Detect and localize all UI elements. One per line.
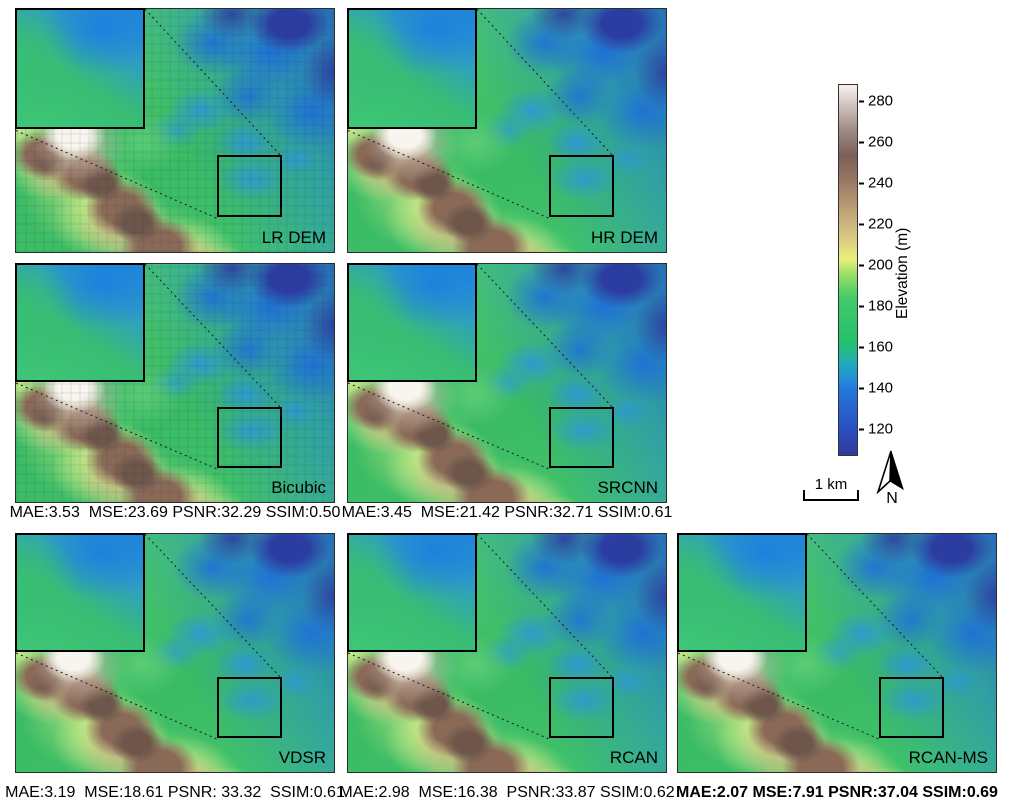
- roi-rectangle: [216, 155, 283, 218]
- colorbar-tick-label: 120: [868, 420, 894, 438]
- metrics-vdsr: MAE:3.19 MSE:18.61 PSNR: 33.32 SSIM:0.61: [5, 784, 345, 801]
- scale-bar-bracket: [803, 490, 859, 501]
- roi-rectangle: [548, 155, 615, 218]
- inset-connector-lines: [347, 263, 615, 470]
- inset-connector-lines: [347, 8, 615, 219]
- metrics-rcan-ms: MAE:2.07 MSE:7.91 PSNR:37.04 SSIM:0.69: [676, 784, 998, 801]
- panel-lr-dem: LR DEM: [15, 8, 335, 253]
- colorbar-tick: 200: [859, 257, 893, 274]
- scale-bar: 1 km: [799, 477, 863, 501]
- zoom-inset: [347, 533, 477, 652]
- colorbar-tick: 180: [859, 298, 893, 315]
- colorbar-tick: 160: [859, 339, 893, 356]
- north-arrow-icon: [876, 450, 904, 495]
- colorbar-tick: 280: [859, 93, 893, 110]
- north-arrow: N: [874, 450, 910, 507]
- panel-bicubic: Bicubic: [15, 263, 335, 503]
- panel-label: RCAN-MS: [908, 748, 988, 767]
- colorbar-tick-label: 220: [868, 215, 894, 233]
- roi-rectangle: [216, 677, 283, 739]
- colorbar-tick-label: 160: [868, 338, 894, 356]
- metrics-srcnn: MAE:3.45 MSE:21.42 PSNR:32.71 SSIM:0.61: [341, 504, 673, 521]
- zoom-inset: [347, 263, 477, 382]
- colorbar-tick-label: 260: [868, 133, 894, 151]
- metrics-bicubic: MAE:3.53 MSE:23.69 PSNR:32.29 SSIM:0.50: [9, 504, 341, 521]
- roi-rectangle: [548, 677, 615, 739]
- inset-connector-lines: [677, 533, 945, 740]
- zoom-inset: [15, 533, 145, 652]
- colorbar-tick: 140: [859, 380, 893, 397]
- colorbar-tick-label: 240: [868, 174, 894, 192]
- roi-rectangle: [216, 407, 283, 469]
- zoom-inset: [15, 263, 145, 382]
- zoom-inset: [347, 8, 477, 130]
- panel-label: VDSR: [278, 748, 326, 767]
- colorbar-axis-label: Elevation (m): [894, 227, 911, 320]
- roi-rectangle: [878, 677, 945, 739]
- panel-label: LR DEM: [261, 228, 326, 247]
- panel-srcnn: SRCNN: [347, 263, 667, 503]
- colorbar-tick-label: 200: [868, 256, 894, 274]
- colorbar-tick: 240: [859, 175, 893, 192]
- colorbar-tick-label: 180: [868, 297, 894, 315]
- colorbar-tick: 120: [859, 421, 893, 438]
- metrics-rcan: MAE:2.98 MSE:16.38 PSNR:33.87 SSIM:0.62: [339, 784, 675, 801]
- inset-connector-lines: [15, 533, 283, 740]
- panel-hr-dem: HR DEM: [347, 8, 667, 253]
- panel-vdsr: VDSR: [15, 533, 335, 773]
- scale-bar-label: 1 km: [814, 476, 848, 493]
- north-label: N: [886, 490, 898, 507]
- panel-label: HR DEM: [590, 228, 658, 247]
- colorbar-tick-label: 280: [868, 92, 894, 110]
- colorbar-tick: 220: [859, 216, 893, 233]
- inset-connector-lines: [15, 8, 283, 219]
- inset-connector-lines: [347, 533, 615, 740]
- panel-label: Bicubic: [271, 478, 326, 497]
- roi-rectangle: [548, 407, 615, 469]
- inset-connector-lines: [15, 263, 283, 470]
- zoom-inset: [15, 8, 145, 130]
- panel-rcan: RCAN: [347, 533, 667, 773]
- panel-rcan-ms: RCAN-MS: [677, 533, 997, 773]
- colorbar-tick: 260: [859, 134, 893, 151]
- elevation-colorbar: 280 260 240 220 200 180 160 140 120: [838, 84, 893, 456]
- panel-label: RCAN: [609, 748, 658, 767]
- colorbar-tick-label: 140: [868, 379, 894, 397]
- zoom-inset: [677, 533, 807, 652]
- panel-label: SRCNN: [597, 478, 658, 497]
